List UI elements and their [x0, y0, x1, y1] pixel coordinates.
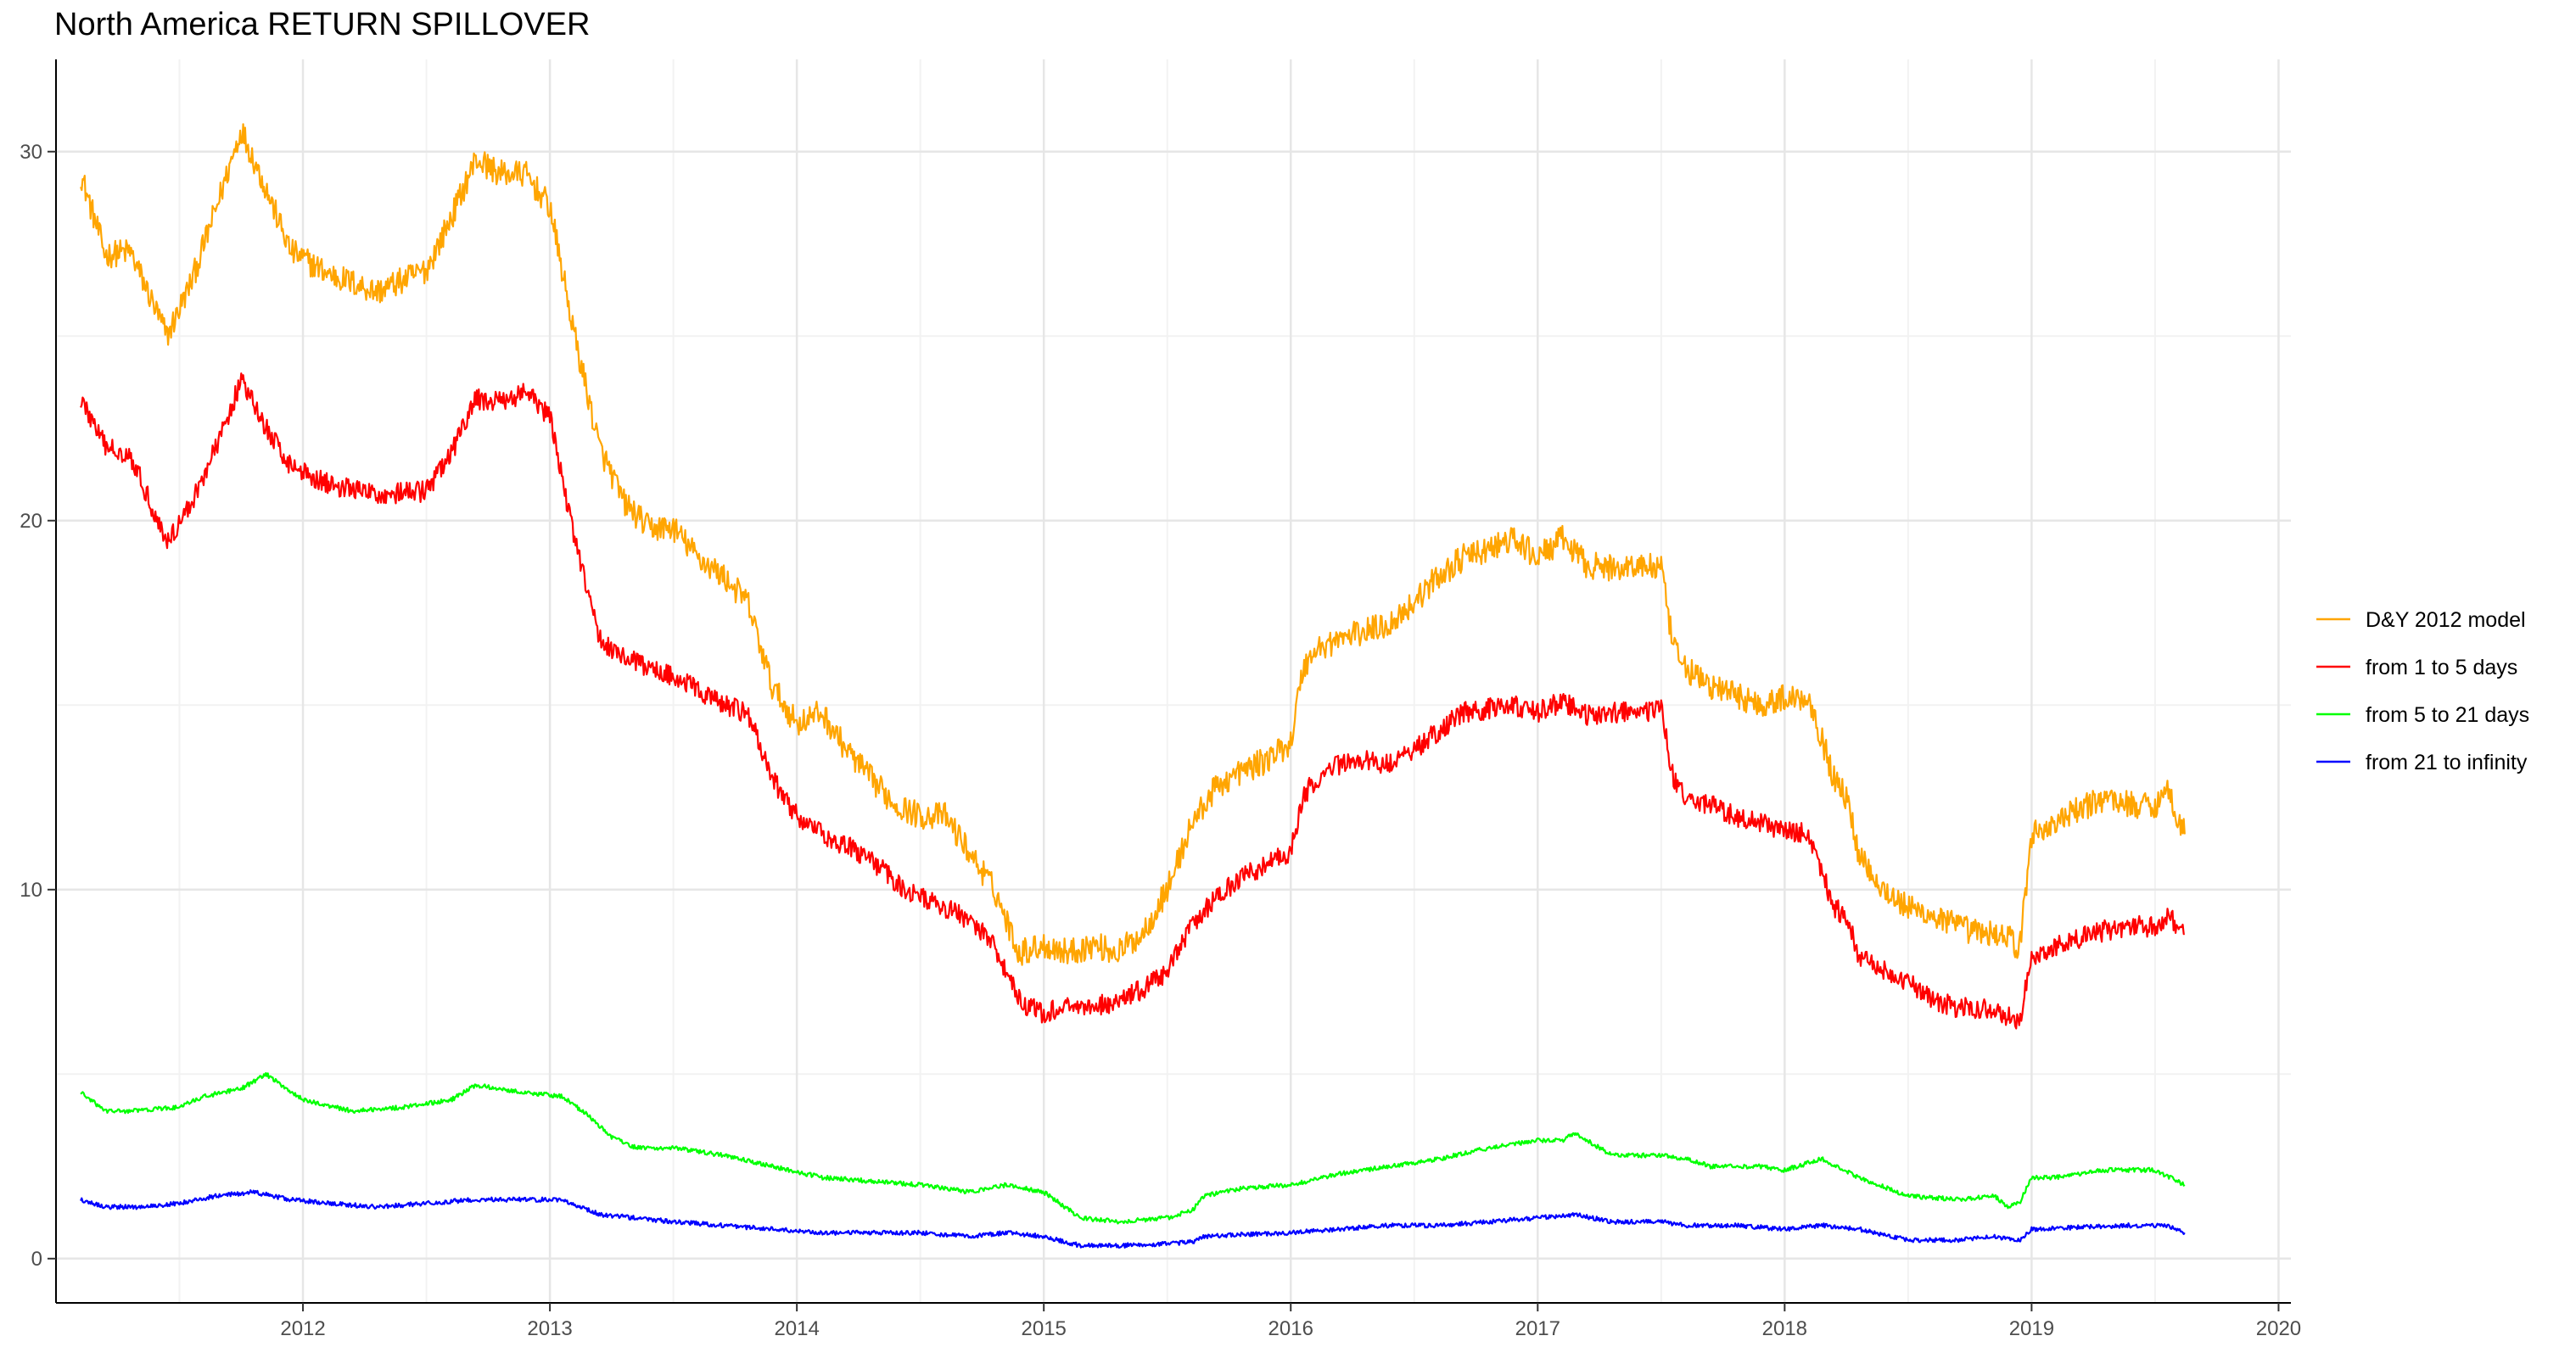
- x-tick-label: 2018: [1762, 1317, 1807, 1340]
- series-line: [80, 1071, 2186, 1225]
- y-tick-label: 30: [20, 141, 42, 164]
- legend-label: from 21 to infinity: [2366, 751, 2528, 774]
- y-tick-label: 10: [20, 879, 42, 902]
- x-tick-label: 2014: [774, 1317, 819, 1340]
- x-tick-label: 2016: [1268, 1317, 1313, 1340]
- legend-label: from 1 to 5 days: [2366, 656, 2517, 679]
- x-tick-label: 2013: [527, 1317, 572, 1340]
- grid-lines: [56, 59, 2291, 1303]
- series-line: [80, 1189, 2186, 1249]
- x-tick-label: 2012: [280, 1317, 325, 1340]
- axes: 2012 2013 2014 2015 2016 2017 2018 2019 2020 0 10 2…: [20, 59, 2301, 1340]
- x-tick-label: 2015: [1022, 1317, 1067, 1340]
- x-tick-label: 2017: [1515, 1317, 1560, 1340]
- series-line: [80, 123, 2186, 966]
- series-lines: [80, 123, 2186, 1249]
- legend-label: D&Y 2012 model: [2366, 608, 2526, 632]
- y-tick-label: 20: [20, 510, 42, 533]
- x-tick-label: 2020: [2256, 1317, 2301, 1340]
- legend: D&Y 2012 model from 1 to 5 days from 5 to …: [2316, 608, 2529, 774]
- series-line: [80, 372, 2185, 1030]
- chart-title: North America RETURN SPILLOVER: [54, 7, 591, 42]
- y-tick-label: 0: [31, 1248, 42, 1271]
- x-tick-label: 2019: [2009, 1317, 2054, 1340]
- legend-label: from 5 to 21 days: [2366, 703, 2529, 727]
